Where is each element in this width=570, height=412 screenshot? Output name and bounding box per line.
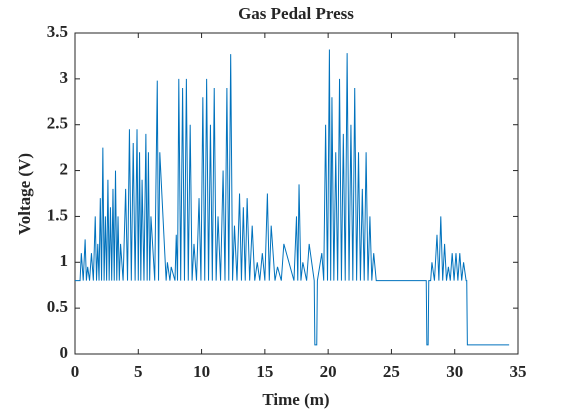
data-line — [75, 49, 510, 346]
y-axis-label: Voltage (V) — [15, 153, 34, 235]
y-tick-label: 0 — [60, 343, 69, 362]
x-tick-label: 20 — [320, 362, 337, 381]
y-tick-label: 3 — [60, 68, 69, 87]
x-tick-label: 25 — [383, 362, 400, 381]
y-tick-label: 1.5 — [47, 205, 68, 224]
x-tick-label: 15 — [256, 362, 273, 381]
x-tick-label: 5 — [134, 362, 143, 381]
y-tick-label: 1 — [60, 251, 69, 270]
x-tick-label: 10 — [193, 362, 210, 381]
y-tick-label: 3.5 — [47, 22, 68, 41]
chart-title: Gas Pedal Press — [238, 4, 354, 23]
plot-box — [74, 32, 519, 355]
x-tick-label: 30 — [446, 362, 463, 381]
x-axis-label: Time (m) — [262, 390, 329, 409]
y-tick-label: 2.5 — [47, 114, 68, 133]
x-tick-label: 0 — [71, 362, 80, 381]
y-tick-label: 2 — [60, 159, 69, 178]
y-tick-label: 0.5 — [47, 297, 68, 316]
x-tick-label: 35 — [510, 362, 527, 381]
